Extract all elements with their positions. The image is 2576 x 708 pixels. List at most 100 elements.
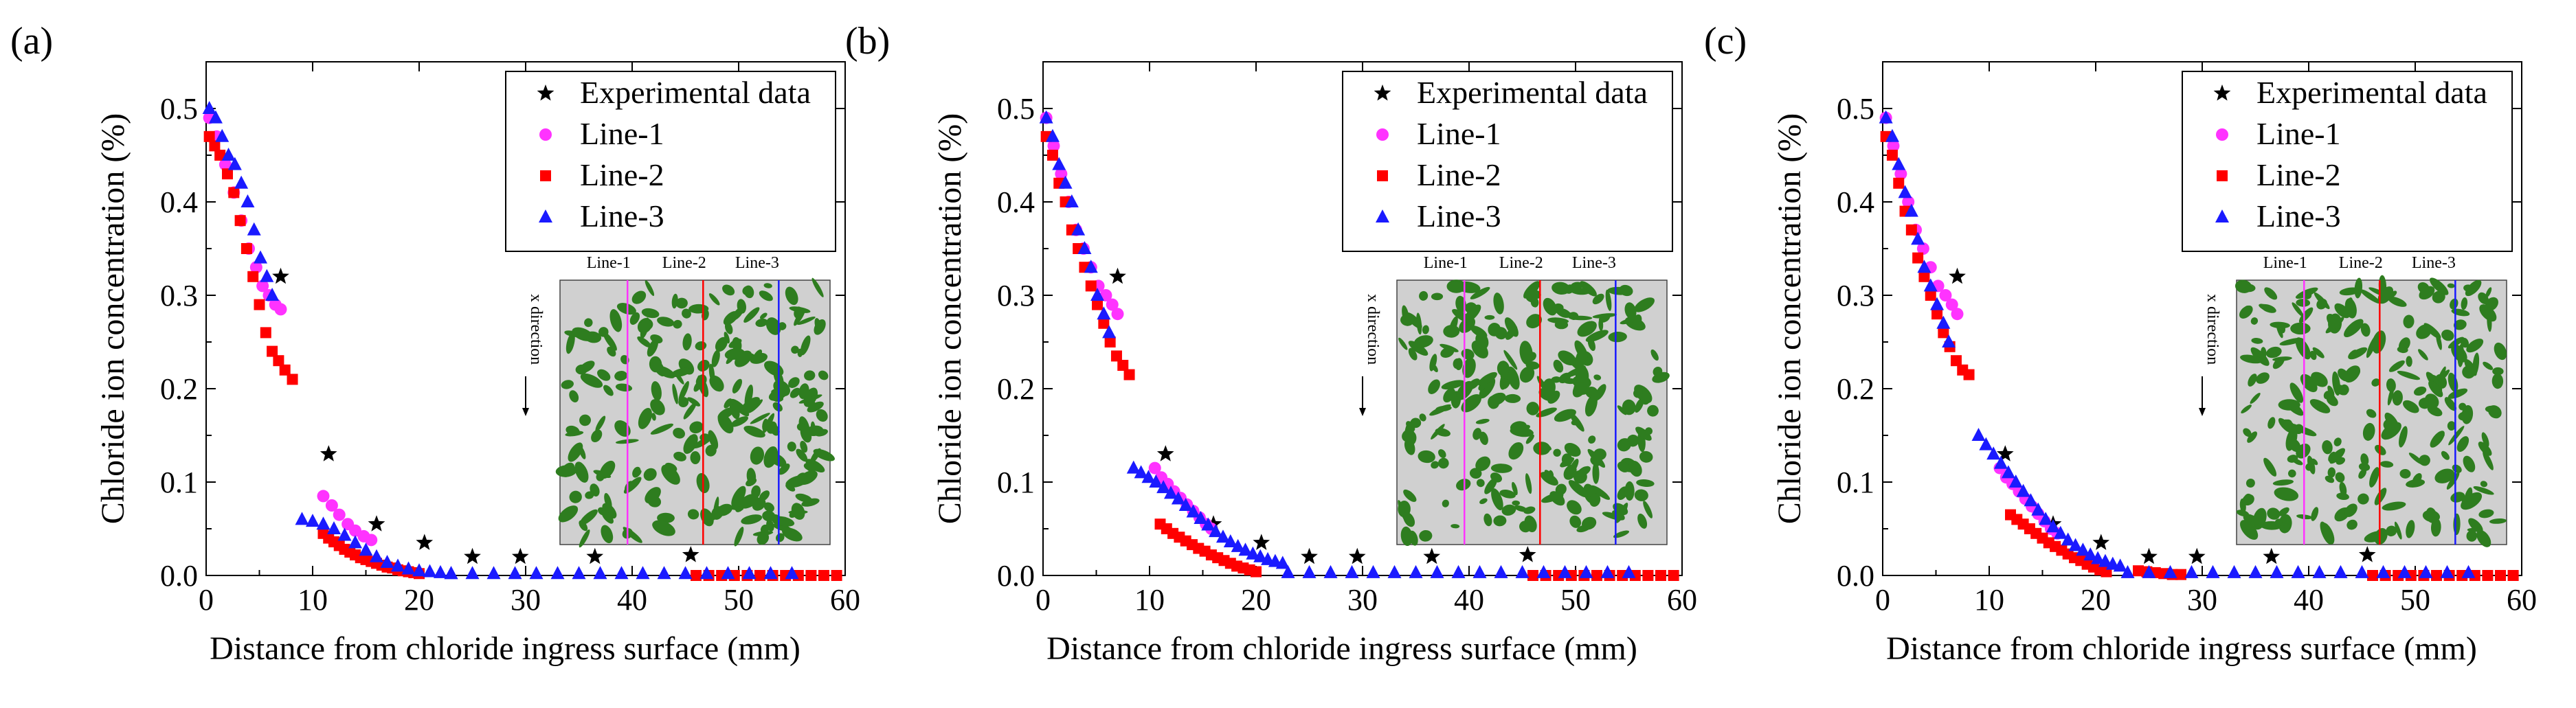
data-point (754, 570, 765, 581)
aggregate-particle (2264, 287, 2278, 300)
aggregate-particle (757, 532, 770, 545)
aggregate-particle (796, 422, 805, 431)
aggregate-particle (2295, 337, 2311, 360)
x-tick-label: 50 (1560, 583, 1591, 617)
aggregate-particle (1628, 460, 1642, 477)
aggregate-particle (2272, 356, 2292, 362)
aggregate-particle (722, 284, 735, 296)
aggregate-particle (1624, 302, 1637, 319)
data-point (1579, 564, 1593, 578)
aggregate-particle (2323, 391, 2331, 400)
data-point (1097, 306, 1111, 320)
aggregate-particle (1479, 431, 1488, 445)
aggregate-particle (2441, 450, 2450, 460)
aggregate-particle (673, 427, 685, 439)
x-tick-label: 10 (298, 583, 328, 617)
data-point (279, 364, 291, 376)
data-point (359, 543, 373, 556)
data-point (2431, 570, 2442, 581)
aggregate-particle (641, 308, 660, 319)
aggregate-particle (811, 277, 824, 297)
data-point (2495, 570, 2506, 581)
data-point (1039, 110, 1053, 124)
data-point (287, 374, 298, 385)
data-point (1111, 308, 1124, 321)
data-point (2291, 564, 2305, 578)
data-point (1886, 150, 1898, 161)
aggregate-particle (762, 510, 776, 522)
data-point (370, 549, 383, 562)
aggregate-particle (1607, 286, 1631, 295)
aggregate-particle (2235, 279, 2252, 293)
aggregate-particle (2267, 507, 2281, 520)
aggregate-particle (609, 309, 623, 332)
aggregate-particle (739, 494, 759, 509)
aggregate-particle (2357, 493, 2369, 505)
data-point (1668, 570, 1679, 581)
data-point (1345, 564, 1359, 578)
aggregate-particle (1532, 290, 1541, 299)
aggregate-particle (2485, 287, 2492, 298)
data-point (274, 303, 287, 316)
aggregate-particle (2463, 455, 2476, 472)
aggregate-particle (734, 527, 744, 547)
aggregate-particle (1475, 418, 1490, 424)
data-point (636, 566, 650, 580)
aggregate-particle (1577, 321, 1597, 337)
aggregate-particle (651, 381, 662, 401)
aggregate-particle (565, 431, 584, 437)
data-point (234, 215, 246, 227)
aggregate-particle (584, 318, 593, 328)
aggregate-particle (1419, 413, 1426, 422)
aggregate-particle (2312, 347, 2325, 358)
aggregate-particle (591, 429, 603, 443)
aggregate-particle (2311, 507, 2319, 521)
data-point (1110, 350, 1122, 362)
x-tick-label: 60 (2507, 583, 2537, 617)
y-tick-label: 0.2 (160, 372, 198, 406)
data-point (2175, 569, 2186, 580)
data-point (272, 267, 289, 284)
aggregate-particle (1530, 297, 1539, 308)
x-tick-label: 60 (830, 583, 860, 617)
aggregate-particle (1570, 282, 1583, 290)
aggregate-particle (650, 423, 674, 435)
data-point (678, 566, 693, 580)
aggregate-particle (1543, 297, 1557, 316)
aggregate-particle (2453, 319, 2467, 330)
aggregate-particle (1497, 361, 1510, 377)
y-tick-label: 0.4 (160, 185, 198, 219)
aggregate-particle (2427, 406, 2443, 417)
data-point (317, 490, 330, 503)
aggregate-particle (673, 451, 686, 461)
data-point (1904, 203, 1918, 217)
x-axis-title: Distance from chloride ingress surface (… (210, 630, 800, 667)
data-point (1238, 543, 1253, 556)
aggregate-particle (1490, 472, 1502, 483)
aggregate-particle (1634, 489, 1648, 501)
aggregate-particle (598, 327, 609, 337)
data-point (1527, 570, 1538, 581)
data-point (1994, 455, 2008, 469)
aggregate-particle (1419, 290, 1429, 301)
aggregate-particle (1639, 450, 1653, 463)
data-point (1451, 564, 1466, 578)
aggregate-particle (1431, 363, 1438, 373)
aggregate-particle (2432, 290, 2445, 304)
aggregate-particle (2377, 286, 2394, 304)
aggregate-particle (803, 462, 816, 471)
aggregate-particle (1577, 466, 1591, 477)
data-point (2068, 538, 2083, 551)
aggregate-particle (634, 470, 642, 477)
inset-line-label-3: Line-3 (1572, 254, 1616, 272)
aggregate-particle (574, 461, 589, 483)
data-point (1223, 534, 1237, 548)
data-point (1925, 290, 1936, 301)
aggregate-particle (2278, 418, 2292, 433)
aggregate-particle (1636, 479, 1655, 488)
legend-marker (1377, 170, 1388, 181)
aggregate-particle (2419, 455, 2430, 466)
data-point (1494, 564, 1508, 578)
legend-label: Line-2 (580, 157, 664, 192)
data-point (1126, 460, 1141, 474)
